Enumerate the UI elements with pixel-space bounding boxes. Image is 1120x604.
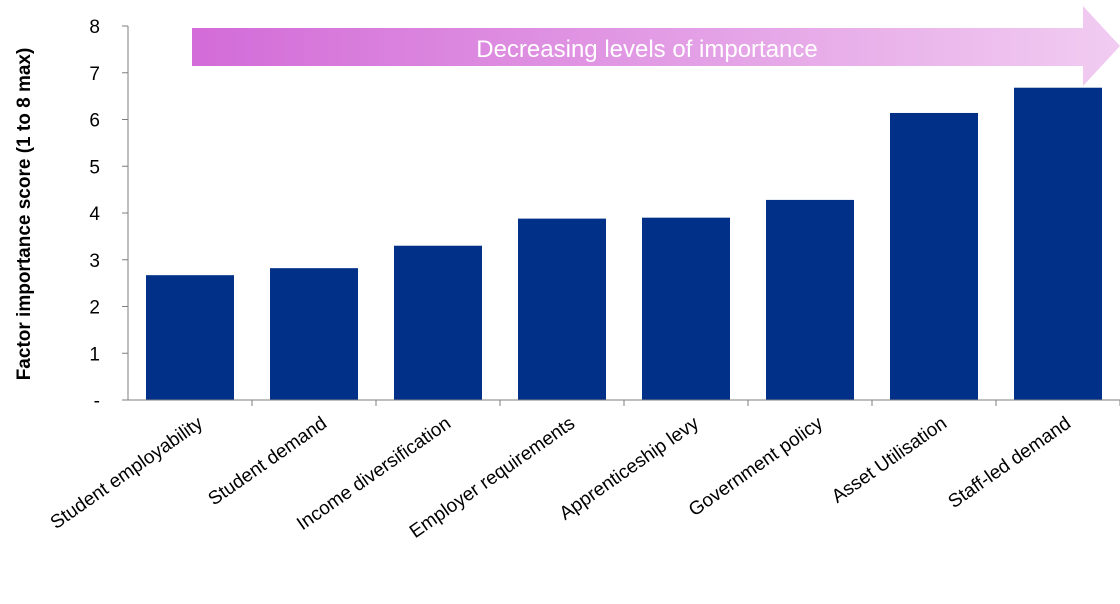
bar-asset-utilisation (890, 112, 978, 400)
y-tick-label: 2 (89, 298, 100, 319)
y-tick-label: - (94, 391, 100, 412)
bars-layer (146, 87, 1102, 401)
x-tick-label: Government policy (685, 413, 827, 521)
y-tick-label: 6 (89, 111, 100, 132)
y-tick-label: 5 (89, 157, 100, 178)
y-axis-title: Factor importance score (1 to 8 max) (14, 48, 35, 381)
y-tick-label: 4 (89, 204, 100, 225)
bar-staff-led-demand (1014, 87, 1102, 401)
y-tick-label: 7 (89, 64, 100, 85)
x-tick-label: Asset Utilisation (828, 413, 951, 508)
annotation-text: Decreasing levels of importance (476, 36, 818, 63)
importance-annotation: Decreasing levels of importance (192, 6, 1120, 86)
decreasing-importance-arrow-icon (192, 6, 1120, 86)
bar-apprenticeship-levy (642, 217, 730, 400)
x-tick-label: Student demand (205, 413, 331, 510)
y-tick-label: 8 (89, 17, 100, 38)
bar-income-diversification (394, 245, 482, 400)
bar-student-employability (146, 275, 234, 400)
y-ticks: - 1 2 3 4 5 6 7 8 (89, 17, 128, 412)
y-tick-label: 3 (89, 251, 100, 272)
y-tick-label: 1 (89, 344, 100, 365)
bar-government-policy (766, 199, 854, 400)
bar-employer-requirements (518, 218, 606, 400)
x-tick-label: Staff-led demand (945, 413, 1075, 513)
bar-student-demand (270, 268, 358, 400)
x-tick-label: Student employability (47, 413, 207, 534)
